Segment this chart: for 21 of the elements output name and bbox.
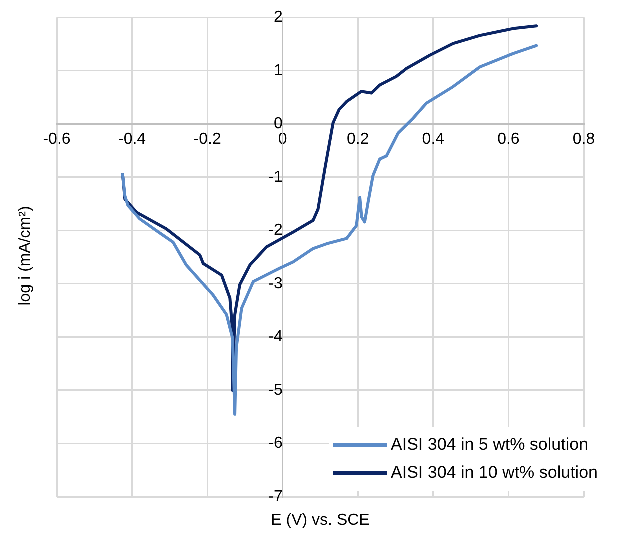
x-tick-label: 0.6 [498,131,520,148]
legend-label: AISI 304 in 5 wt% solution [391,435,589,455]
y-tick-label: -5 [268,382,283,399]
x-tick-label: 0.2 [347,131,370,148]
y-tick-label: -3 [268,275,283,292]
y-tick-label: 2 [274,9,283,26]
y-tick-label: -7 [268,488,283,506]
y-tick-label: -2 [268,222,283,240]
legend-label: AISI 304 in 10 wt% solution [391,463,598,483]
x-tick-label: 0.4 [422,131,445,148]
x-tick-label: -0.6 [43,131,71,148]
y-tick-label: 1 [274,62,283,80]
y-tick-label: -4 [268,328,283,346]
y-tick-label: -1 [268,168,283,186]
x-tick-label: 0.8 [572,131,596,148]
y-tick-label: -6 [268,435,283,452]
x-axis-title: E (V) vs. SCE [271,512,370,530]
x-tick-label: -0.4 [118,131,146,148]
y-axis-title: log i (mA/cm²) [17,206,35,306]
x-tick-label: -0.2 [194,131,222,148]
y-tick-label: 0 [274,116,283,133]
